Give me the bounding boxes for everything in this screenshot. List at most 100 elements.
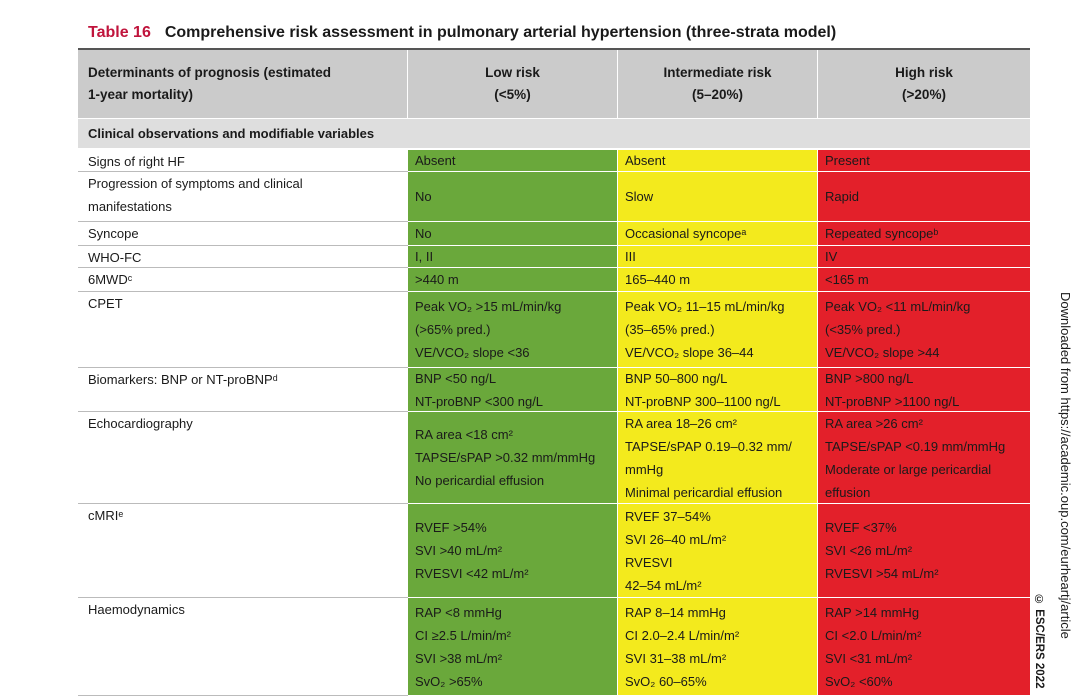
cell-line: I, II — [415, 249, 434, 264]
risk-cell: Peak VO₂ 11–15 mL/min/kg (35–65% pred.) VE… — [618, 292, 818, 368]
cell-line: No pericardial effusion — [415, 473, 545, 488]
table-title: Table 16 Comprehensive risk assessment in… — [88, 24, 836, 42]
risk-cell: 165–440 m — [618, 268, 818, 292]
download-note: Downloaded from https://academic.oup.com… — [1058, 292, 1073, 639]
cell-line: Absent — [415, 153, 456, 168]
cell-line: Haemodynamics — [88, 602, 185, 617]
risk-cell: I, II — [408, 246, 618, 268]
cell-line: VE/VCO₂ slope <36 — [415, 345, 530, 360]
cell-line: TAPSE/sPAP <0.19 mm/mmHg — [825, 438, 1006, 454]
risk-cell: RAP 8–14 mmHg CI 2.0–2.4 L/min/m² SVI 31–3… — [618, 598, 818, 696]
cell-line: (35–65% pred.) — [625, 322, 715, 337]
cell-line: RVESVI <42 mL/m² — [415, 566, 529, 581]
row-label: Biomarkers: BNP or NT-proBNPᵈ — [78, 368, 408, 412]
cell-line: No — [415, 226, 432, 241]
cell-line: CI <2.0 L/min/m² — [825, 627, 922, 643]
row-label: Progression of symptoms and clinical mani… — [78, 172, 408, 222]
risk-cell: Present — [818, 150, 1030, 172]
cell-line: VE/VCO₂ slope >44 — [825, 345, 940, 360]
cell-line: RAP 8–14 mmHg — [625, 604, 726, 620]
cell-line: CI ≥2.5 L/min/m² — [415, 627, 511, 643]
cell-line: >440 m — [415, 272, 459, 287]
row-label: 6MWDᶜ — [78, 268, 408, 292]
risk-cell: Peak VO₂ >15 mL/min/kg (>65% pred.) VE/VCO… — [408, 292, 618, 368]
cell-line: BNP <50 ng/L — [415, 370, 497, 386]
cell-line: TAPSE/sPAP >0.32 mm/mmHg — [415, 450, 596, 465]
cell-line: Echocardiography — [88, 416, 193, 431]
risk-cell: BNP >800 ng/L NT-proBNP >1100 ng/L — [818, 368, 1030, 412]
cell-line: (<5%) — [494, 87, 531, 102]
row-label: cMRIᵉ — [78, 504, 408, 598]
risk-cell: RAP <8 mmHg CI ≥2.5 L/min/m² SVI >38 mL/m²… — [408, 598, 618, 696]
copyright: © ESC/ERS 2022 — [1033, 594, 1045, 689]
cell-line: RA area >26 cm² — [825, 415, 923, 431]
cell-line: (5–20%) — [691, 87, 744, 102]
section-row: Clinical observations and modifiable var… — [78, 118, 1030, 148]
cell-line: RVEF <37% — [825, 520, 897, 535]
header-cell: Determinants of prognosis (estimated 1-ye… — [78, 50, 408, 118]
cell-line: BNP 50–800 ng/L — [625, 370, 728, 386]
cell-line: Minimal pericardial effusion — [625, 484, 783, 500]
top-rule — [78, 48, 1030, 50]
cell-line: IV — [825, 249, 838, 264]
cell-line: Low risk — [485, 65, 540, 80]
risk-cell: RA area 18–26 cm² TAPSE/sPAP 0.19–0.32 mm… — [618, 412, 818, 504]
cell-line: (>20%) — [902, 87, 946, 102]
risk-cell: Absent — [408, 150, 618, 172]
row-label: WHO-FC — [78, 246, 408, 268]
cell-line: manifestations — [88, 199, 172, 214]
cell-line: Signs of right HF — [88, 154, 185, 169]
risk-cell: >440 m — [408, 268, 618, 292]
cell-line: Absent — [625, 153, 666, 168]
cell-line: RA area 18–26 cm² — [625, 415, 738, 431]
title-text: Comprehensive risk assessment in pulmona… — [164, 24, 837, 41]
risk-cell: No — [408, 222, 618, 246]
cell-line: SvO₂ >65% — [415, 673, 483, 689]
cell-line: RAP <8 mmHg — [415, 604, 502, 620]
table-number: Table 16 — [88, 24, 151, 41]
cell-line: <165 m — [825, 272, 869, 287]
cell-line: BNP >800 ng/L — [825, 370, 914, 386]
risk-cell: RVEF <37% SVI <26 mL/m² RVESVI >54 mL/m² — [818, 504, 1030, 598]
risk-cell: Occasional syncopeᵃ — [618, 222, 818, 246]
risk-cell: RA area <18 cm² TAPSE/sPAP >0.32 mm/mmHg N… — [408, 412, 618, 504]
cell-line: CI 2.0–2.4 L/min/m² — [625, 627, 740, 643]
cell-line: mmHg — [625, 461, 664, 477]
row-label: Signs of right HF — [78, 150, 408, 172]
cell-line: Syncope — [88, 226, 139, 241]
cell-line: VE/VCO₂ slope 36–44 — [625, 345, 754, 360]
cell-line: Clinical observations and modifiable var… — [88, 126, 375, 141]
risk-cell: Slow — [618, 172, 818, 222]
row-label: Echocardiography — [78, 412, 408, 504]
cell-line: SVI <26 mL/m² — [825, 543, 913, 558]
risk-cell: <165 m — [818, 268, 1030, 292]
risk-cell: RAP >14 mmHg CI <2.0 L/min/m² SVI <31 mL/m… — [818, 598, 1030, 696]
risk-cell: RVEF >54% SVI >40 mL/m² RVESVI <42 mL/m² — [408, 504, 618, 598]
cell-line: SVI 31–38 mL/m² — [625, 650, 727, 666]
cell-line: (<35% pred.) — [825, 322, 901, 337]
cell-line: Moderate or large pericardial — [825, 461, 992, 477]
cell-line: TAPSE/sPAP 0.19–0.32 mm/ — [625, 438, 792, 454]
cell-line: No — [415, 189, 432, 204]
risk-cell: Absent — [618, 150, 818, 172]
cell-line: WHO-FC — [88, 250, 142, 265]
risk-cell: RA area >26 cm² TAPSE/sPAP <0.19 mm/mmHg M… — [818, 412, 1030, 504]
cell-line: Occasional syncopeᵃ — [625, 226, 747, 241]
cell-line: RVEF >54% — [415, 520, 487, 535]
header-cell: Low risk (<5%) — [408, 50, 618, 118]
cell-line: Present — [825, 153, 870, 168]
cell-line: effusion — [825, 484, 871, 500]
header-cell: Intermediate risk (5–20%) — [618, 50, 818, 118]
cell-line: cMRIᵉ — [88, 508, 124, 523]
risk-cell: RVEF 37–54% SVI 26–40 mL/m² RVESVI 42–54 mL… — [618, 504, 818, 598]
cell-line: RAP >14 mmHg — [825, 604, 920, 620]
cell-line: Determinants of prognosis (estimated — [88, 65, 332, 80]
cell-line: III — [625, 249, 636, 264]
risk-cell: BNP <50 ng/L NT-proBNP <300 ng/L — [408, 368, 618, 412]
cell-line: (>65% pred.) — [415, 322, 491, 337]
cell-line: Peak VO₂ >15 mL/min/kg — [415, 299, 562, 314]
header-cell: High risk (>20%) — [818, 50, 1030, 118]
cell-line: Peak VO₂ <11 mL/min/kg — [825, 299, 971, 314]
risk-cell: No — [408, 172, 618, 222]
